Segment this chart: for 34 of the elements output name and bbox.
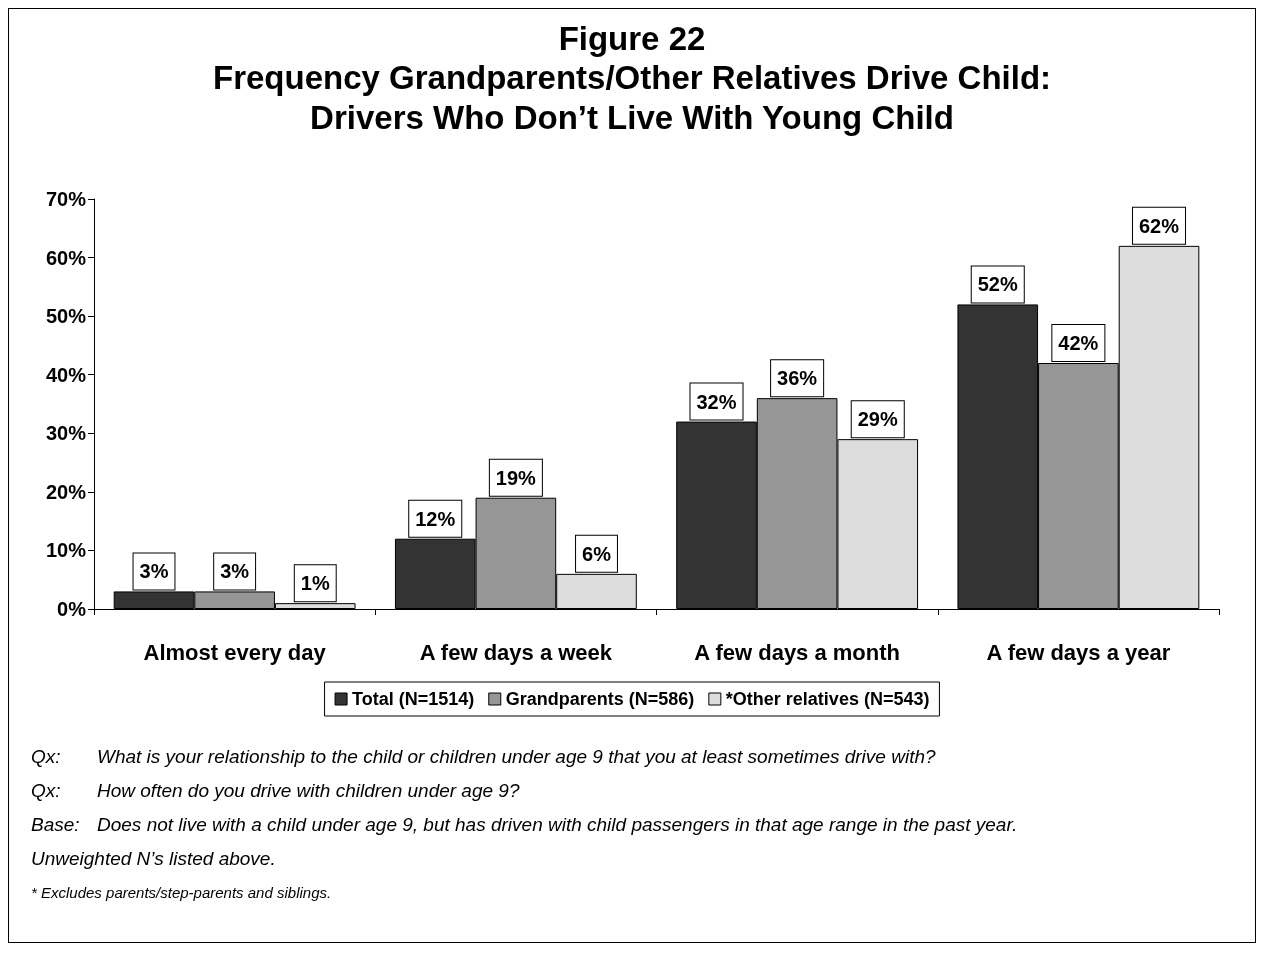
x-tick-label: A few days a week	[419, 639, 613, 665]
y-tick-label: 0%	[57, 598, 87, 620]
text: Unweighted N’s listed above.	[31, 847, 276, 871]
x-tick-label: A few days a year	[986, 639, 1171, 665]
data-label: 52%	[977, 273, 1018, 296]
y-tick-label: 50%	[45, 305, 87, 328]
chart-subtitle: Frequency Grandparents/Other Relatives Drive Child: Drivers Who Don’t Live With Young Child	[212, 58, 1052, 136]
legend-label: Total (N=1514)	[352, 689, 475, 709]
x-tick-label: A few days a month	[694, 639, 901, 665]
y-tick-label: 70%	[45, 188, 87, 210]
data-label: 62%	[1138, 214, 1180, 237]
data-label: 19%	[495, 466, 537, 489]
data-label: 32%	[696, 390, 737, 413]
chart-title: Figure 22	[558, 20, 706, 57]
data-label: 3%	[139, 560, 169, 583]
y-tick-label: 20%	[45, 480, 87, 503]
data-label: 6%	[582, 542, 612, 565]
data-label: 12%	[415, 507, 456, 530]
x-tick-label: Almost every day	[143, 639, 327, 665]
text: Qx: How often do you drive with children under age 9?	[31, 780, 520, 801]
data-label: 36%	[777, 367, 818, 390]
data-label: 29%	[857, 408, 898, 431]
y-tick-label: 60%	[45, 246, 87, 269]
data-label: 3%	[220, 560, 250, 583]
data-label: 42%	[1058, 332, 1099, 354]
legend-label: *Other relatives (N=543)	[725, 689, 930, 709]
text: * Excludes parents/step-parents and siblings.	[31, 883, 332, 903]
text: Base: Does not live with a child under age 9, but has driven with child passengers in that age range in the past year.	[31, 813, 1018, 837]
data-label: 1%	[300, 572, 330, 595]
y-tick-label: 30%	[45, 422, 87, 445]
legend-label: Grandparents (N=586)	[505, 689, 695, 709]
y-tick-label: 40%	[45, 363, 87, 386]
text: Qx: What is your relationship to the child or children under age 9 that you at least sometimes drive with?	[31, 746, 936, 767]
y-tick-label: 10%	[45, 539, 87, 562]
